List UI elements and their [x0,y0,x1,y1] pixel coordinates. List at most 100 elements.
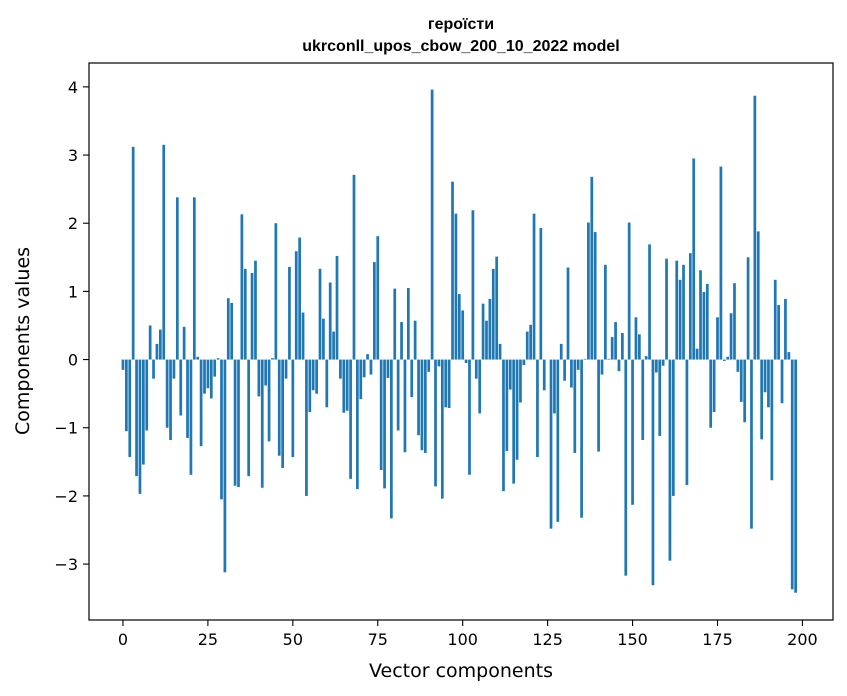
bar [576,359,580,370]
bar [376,236,380,360]
bar [427,359,431,372]
bar [298,237,301,360]
bar [155,343,159,360]
bar [716,317,719,360]
x-tick-label: 50 [283,630,303,649]
bar [240,214,244,360]
bar [254,260,257,360]
y-axis-label: Components values [12,247,34,435]
bar [763,359,767,393]
bar [651,359,655,586]
bar [549,359,553,529]
bar [695,348,699,360]
bar [288,266,291,360]
bar [145,359,149,431]
bar [502,359,505,492]
bar [627,222,631,360]
bar [712,359,716,413]
bar [444,359,448,408]
bar [128,359,132,458]
bar [583,358,587,360]
x-tick-label: 75 [368,630,388,649]
bar [318,268,322,360]
bar [400,322,403,360]
bar [301,312,305,360]
x-tick-label: 100 [447,630,478,649]
x-tick-label: 0 [118,630,128,649]
bar [257,359,261,397]
bar [135,359,138,477]
bar [570,359,573,388]
bar [158,329,162,360]
x-axis-label: Vector components [369,660,553,682]
bar [481,303,485,360]
bar [614,322,617,360]
chart-title-line-2: ukrconll_upos_cbow_200_10_2022 model [302,38,619,55]
bar [542,359,546,391]
bar [675,260,679,360]
bar [165,359,169,428]
bar [553,359,556,414]
bar [206,359,210,389]
bar [661,359,665,366]
bar [787,352,791,360]
bar-series [121,89,797,593]
bar [243,268,247,360]
bar [699,270,702,360]
bar [709,359,713,428]
bar [271,358,274,360]
bar [692,158,696,360]
bar [274,223,278,360]
bar [729,313,733,360]
bar [305,359,308,496]
bar [199,359,203,447]
bar [587,222,590,360]
bar [447,359,451,408]
bar [563,359,566,381]
bar [335,255,339,360]
bar [131,146,135,360]
bar [121,359,125,370]
bar [529,324,532,360]
bar [390,359,393,519]
bar [264,359,268,386]
bar [668,359,672,561]
bar [152,359,155,379]
bar [457,294,461,360]
bar [247,359,251,477]
bar [508,359,512,390]
bar [536,359,539,458]
y-tick-label: 3 [68,146,78,165]
bar [519,359,522,403]
bar [349,359,352,479]
bar [226,298,230,360]
bar [654,359,658,373]
bar [760,359,764,440]
bar [386,359,390,378]
bar [719,166,723,360]
bar [498,343,502,360]
bar [556,359,560,522]
bar [780,359,784,404]
bar [471,210,475,360]
bar [284,359,288,379]
x-tick-label: 175 [702,630,733,649]
bar [658,359,662,436]
x-axis-ticks: 0 25 50 75 100 125 150 175 200 [118,620,818,649]
bar [539,227,543,360]
bar [182,326,186,360]
bar [179,359,183,416]
bar [138,359,142,494]
x-tick-label: 25 [198,630,218,649]
bar [739,359,743,402]
bar [705,283,709,360]
bar [590,176,594,360]
y-tick-label: −2 [54,487,78,506]
bar [488,298,492,360]
bar [383,359,386,489]
chart-title-line-1: героїсти [428,16,494,33]
bar [794,359,797,593]
bar [678,279,682,360]
bar [216,358,220,360]
